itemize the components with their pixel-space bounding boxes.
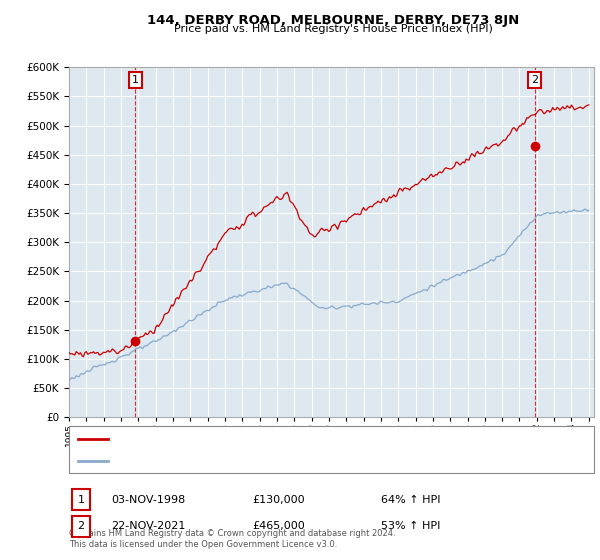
- Text: 144, DERBY ROAD, MELBOURNE, DERBY, DE73 8JN: 144, DERBY ROAD, MELBOURNE, DERBY, DE73 …: [147, 14, 519, 27]
- Text: 22-NOV-2021: 22-NOV-2021: [111, 521, 185, 531]
- Text: HPI: Average price, detached house, South Derbyshire: HPI: Average price, detached house, Sout…: [114, 456, 385, 466]
- Text: 144, DERBY ROAD, MELBOURNE, DERBY, DE73 8JN (detached house): 144, DERBY ROAD, MELBOURNE, DERBY, DE73 …: [114, 434, 457, 444]
- Text: 1: 1: [132, 75, 139, 85]
- Text: £130,000: £130,000: [252, 494, 305, 505]
- Text: 64% ↑ HPI: 64% ↑ HPI: [381, 494, 440, 505]
- Text: Contains HM Land Registry data © Crown copyright and database right 2024.
This d: Contains HM Land Registry data © Crown c…: [69, 529, 395, 549]
- Text: 03-NOV-1998: 03-NOV-1998: [111, 494, 185, 505]
- Text: Price paid vs. HM Land Registry's House Price Index (HPI): Price paid vs. HM Land Registry's House …: [173, 24, 493, 34]
- Text: 1: 1: [77, 494, 85, 505]
- Text: 2: 2: [531, 75, 538, 85]
- Text: £465,000: £465,000: [252, 521, 305, 531]
- Text: 53% ↑ HPI: 53% ↑ HPI: [381, 521, 440, 531]
- Text: 2: 2: [77, 521, 85, 531]
